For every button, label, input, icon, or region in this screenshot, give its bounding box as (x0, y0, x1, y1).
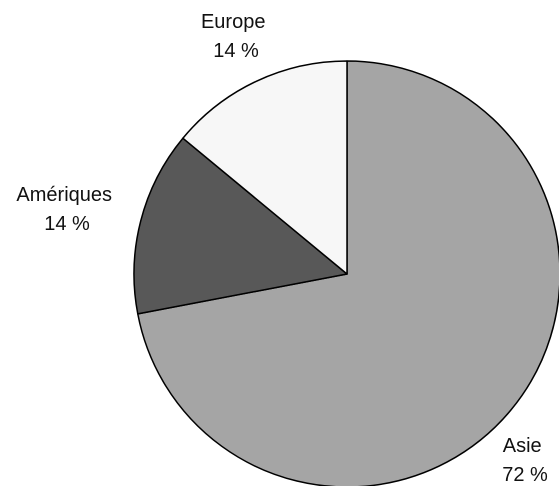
pie-slice-ameriques (133, 137, 348, 315)
slice-label-asie: Asie 72 % (502, 435, 548, 486)
slice-label-asie-name: Asie (503, 435, 542, 457)
slice-label-europe: Europe 14 % (201, 11, 271, 62)
pie-slice-asie (137, 60, 559, 486)
pie-labels: Asie 72 % Amériques 14 % Europe 14 % (16, 11, 548, 486)
pie-slice-europe (182, 60, 348, 275)
slice-label-asie-value: 72 % (502, 464, 548, 486)
slice-label-europe-value: 14 % (213, 40, 259, 62)
slice-label-ameriques-name: Amériques (16, 184, 112, 206)
slice-label-ameriques-value: 14 % (44, 213, 90, 235)
pie-slices (133, 60, 559, 486)
slice-label-ameriques: Amériques 14 % (16, 184, 117, 235)
slice-label-europe-name: Europe (201, 11, 266, 33)
